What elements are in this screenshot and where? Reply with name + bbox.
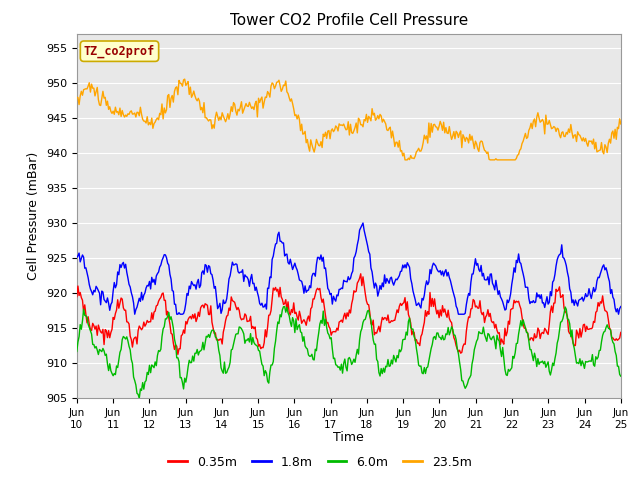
Text: TZ_co2prof: TZ_co2prof [84, 45, 155, 58]
Y-axis label: Cell Pressure (mBar): Cell Pressure (mBar) [28, 152, 40, 280]
Legend: 0.35m, 1.8m, 6.0m, 23.5m: 0.35m, 1.8m, 6.0m, 23.5m [163, 451, 477, 474]
Title: Tower CO2 Profile Cell Pressure: Tower CO2 Profile Cell Pressure [230, 13, 468, 28]
X-axis label: Time: Time [333, 431, 364, 444]
